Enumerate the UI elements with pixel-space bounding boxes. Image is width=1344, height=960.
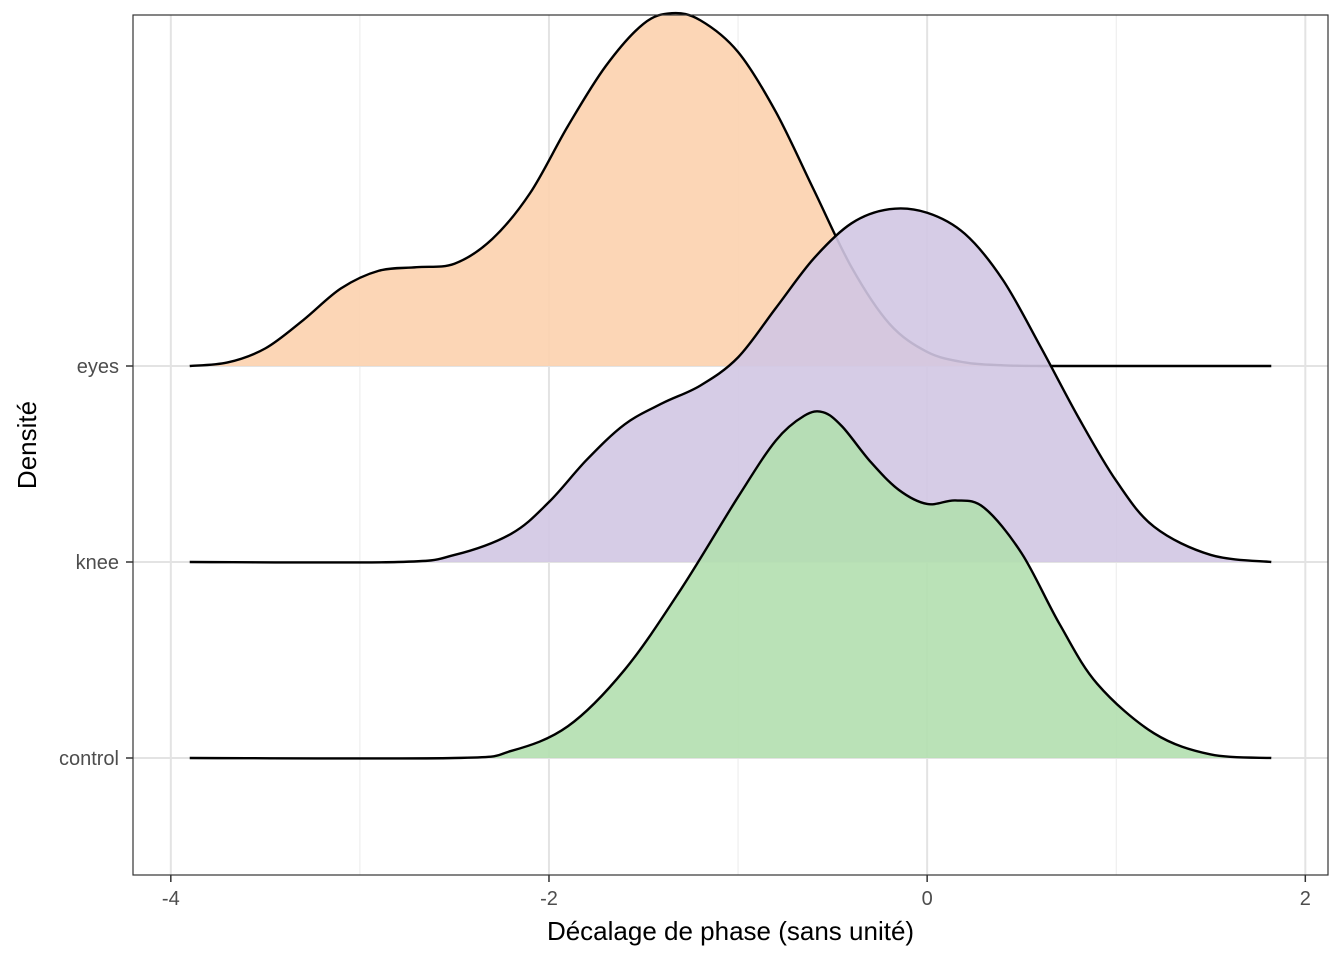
- density-ridges: [189, 11, 1272, 760]
- y-tick-label-knee: knee: [76, 552, 119, 574]
- x-tick-label: -4: [162, 888, 180, 910]
- x-axis-title: Décalage de phase (sans unité): [547, 916, 914, 946]
- ridge-line-knee: [189, 207, 1272, 564]
- y-axis-title: Densité: [12, 401, 42, 489]
- y-tick-label-control: control: [59, 748, 119, 770]
- ridge-fill-eyes: [189, 13, 1272, 367]
- x-tick-label: -2: [540, 888, 558, 910]
- axis-ticks: -4 -2 0 2 control knee eyes: [59, 356, 1311, 910]
- ridge-fill-control: [189, 411, 1272, 759]
- ridge-fill-knee: [189, 208, 1272, 563]
- x-tick-label: 0: [922, 888, 933, 910]
- x-tick-label: 2: [1300, 888, 1311, 910]
- ridge-line-control: [189, 410, 1272, 760]
- y-tick-label-eyes: eyes: [77, 356, 119, 378]
- panel-border: [132, 14, 1329, 876]
